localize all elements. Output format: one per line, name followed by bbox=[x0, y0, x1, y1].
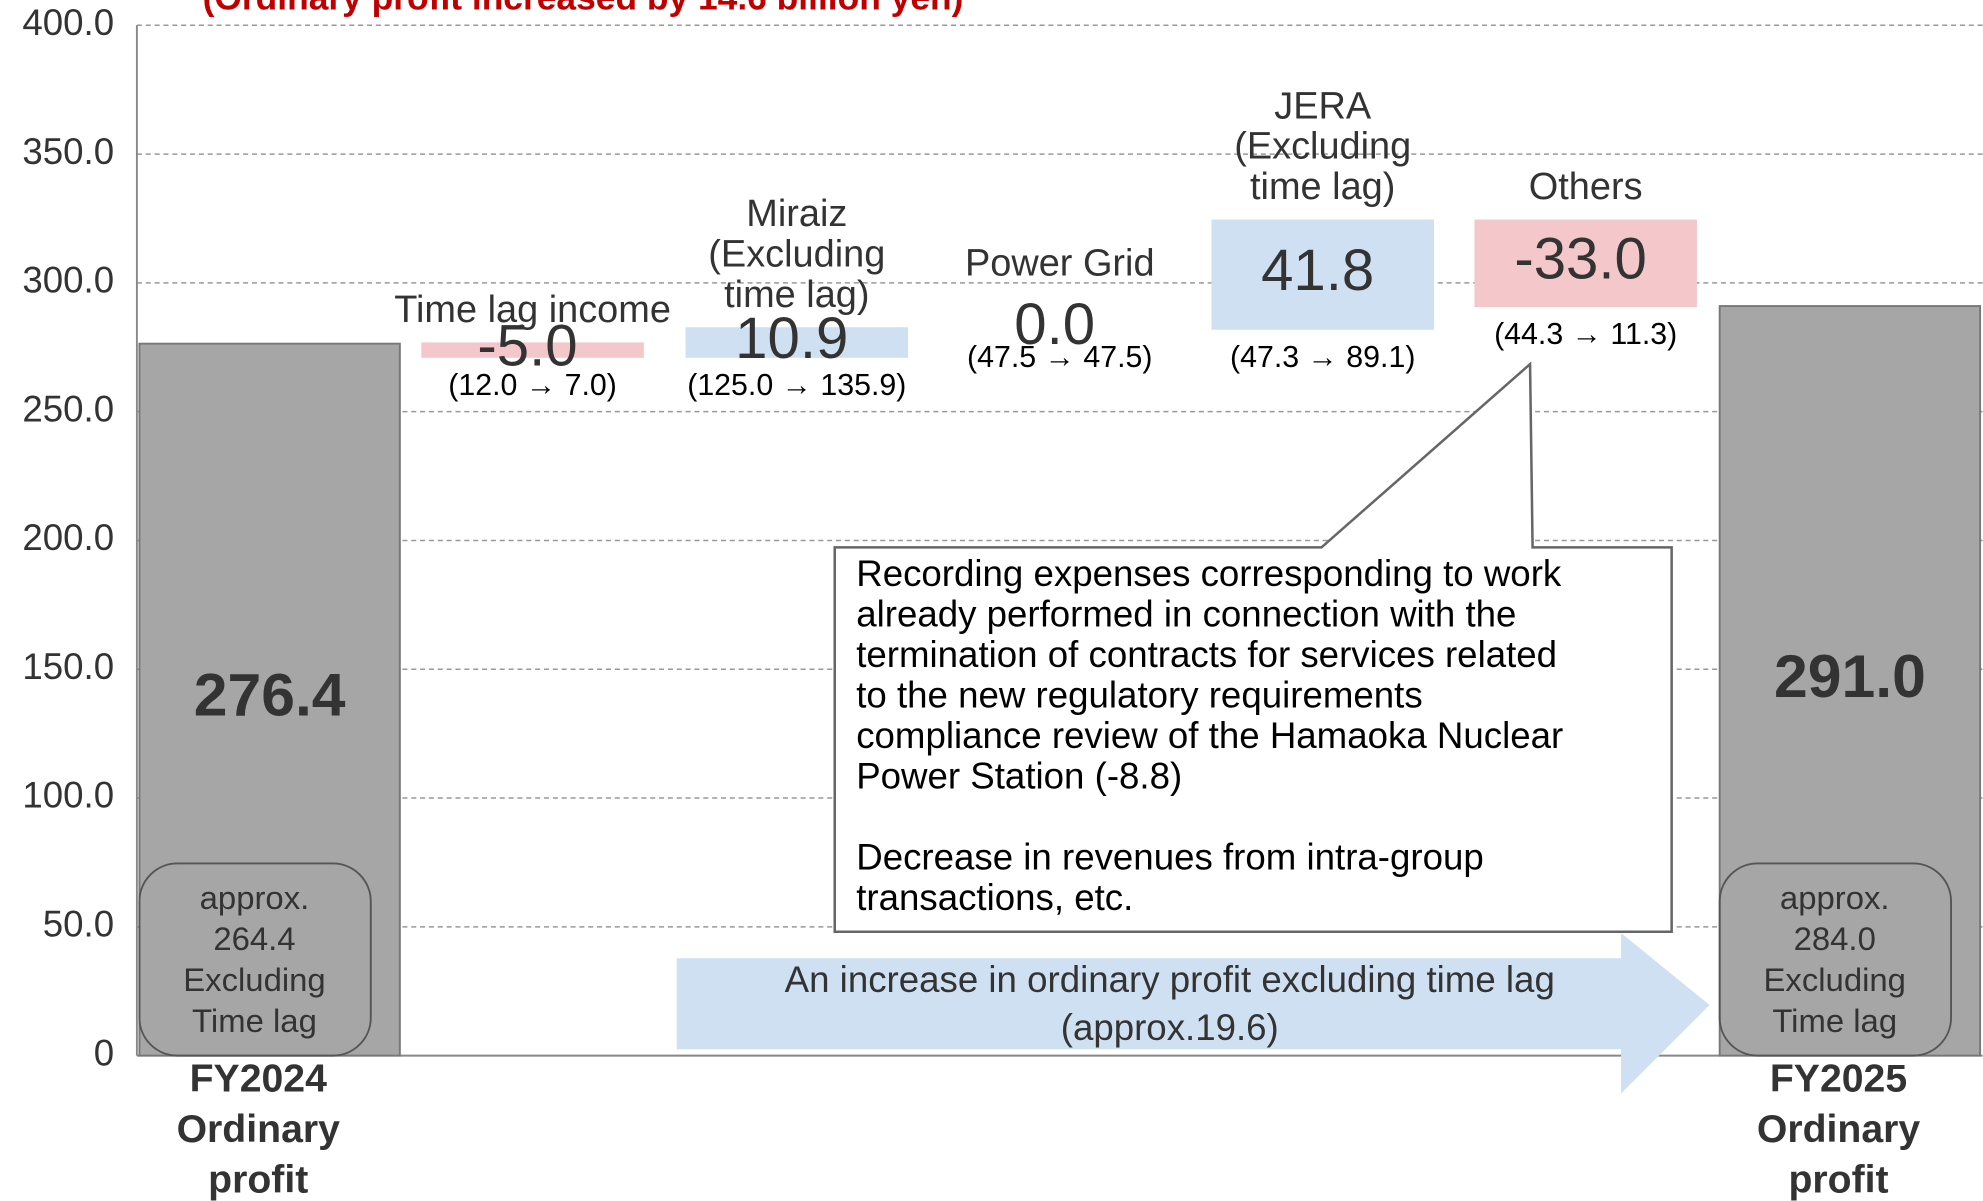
callout-box bbox=[833, 361, 1673, 933]
note: (12.0 → 7.0) bbox=[448, 369, 617, 402]
arrow-text: An increase in ordinary profit excluding… bbox=[785, 959, 1555, 1000]
note: (44.3 → 11.3) bbox=[1494, 318, 1677, 351]
y-tick-label: 100.0 bbox=[22, 775, 114, 816]
labels: 276.4 FY2024 Ordinary profit approx. 264.4 Exc… bbox=[138, 85, 1952, 1201]
note-box bbox=[1718, 862, 1952, 1057]
y-tick-label: 50.0 bbox=[43, 904, 114, 945]
total-bar bbox=[138, 342, 401, 1057]
category-label: (Excluding bbox=[1234, 126, 1411, 168]
callout-text: already performed in connection with the bbox=[856, 594, 1516, 635]
value-label: 41.8 bbox=[1261, 238, 1374, 303]
grid: 0 50.0 100.0 150.0 200.0 250.0 300.0 350.0 400.0 bbox=[22, 2, 1983, 1073]
category-label: time lag) bbox=[1250, 166, 1395, 208]
delta-bar bbox=[1474, 219, 1697, 308]
category-label: (Excluding bbox=[708, 233, 885, 275]
total-note: Excluding bbox=[1763, 961, 1905, 998]
y-tick-label: 350.0 bbox=[22, 131, 114, 172]
total-bar bbox=[1718, 305, 1982, 1057]
total-note: 284.0 bbox=[1794, 920, 1876, 957]
value-label: -5.0 bbox=[477, 313, 577, 378]
arrow-text: (approx.19.6) bbox=[1061, 1007, 1279, 1048]
category-label: FY2025 bbox=[1770, 1057, 1907, 1100]
value-label: -33.0 bbox=[1514, 227, 1647, 292]
y-tick-label: 300.0 bbox=[22, 260, 114, 301]
arrow bbox=[676, 932, 1710, 1094]
marks bbox=[138, 219, 1982, 1057]
total-note: approx. bbox=[1780, 879, 1890, 916]
y-tick-label: 200.0 bbox=[22, 517, 114, 558]
callout-text: transactions, etc. bbox=[856, 877, 1133, 918]
category-label: time lag) bbox=[724, 274, 869, 316]
category-label: Miraiz bbox=[746, 193, 847, 235]
callout-text: Decrease in revenues from intra-group bbox=[856, 836, 1484, 877]
total-note: Excluding bbox=[183, 961, 325, 998]
chart-subtitle: (Ordinary profit increased by 14.6 billi… bbox=[203, 0, 964, 17]
delta-bar bbox=[421, 342, 644, 358]
y-tick-label: 250.0 bbox=[22, 388, 114, 429]
value-label: 291.0 bbox=[1774, 642, 1926, 710]
callout-text: Recording expenses corresponding to work bbox=[856, 553, 1562, 594]
delta-bar bbox=[1211, 219, 1434, 330]
y-tick-label: 150.0 bbox=[22, 646, 114, 687]
callout-text: compliance review of the Hamaoka Nuclear bbox=[856, 715, 1563, 756]
note-box bbox=[138, 862, 372, 1057]
value-label: 10.9 bbox=[735, 306, 848, 371]
category-label: profit bbox=[208, 1158, 308, 1201]
category-label: Power Grid bbox=[965, 242, 1155, 284]
callout-text: termination of contracts for services re… bbox=[856, 634, 1557, 675]
total-note: Time lag bbox=[192, 1002, 317, 1039]
y-tick-label: 0 bbox=[94, 1032, 114, 1073]
category-label: Ordinary bbox=[1757, 1108, 1921, 1151]
note: (47.3 → 89.1) bbox=[1230, 341, 1415, 374]
category-label: Others bbox=[1529, 166, 1643, 208]
total-note: 264.4 bbox=[213, 920, 295, 957]
value-label: 0.0 bbox=[1014, 292, 1095, 357]
total-note: approx. bbox=[200, 879, 310, 916]
callout-text: to the new regulatory requirements bbox=[856, 675, 1422, 716]
category-label: Ordinary bbox=[177, 1108, 341, 1151]
callout-text: Power Station (-8.8) bbox=[856, 755, 1182, 796]
note: (125.0 → 135.9) bbox=[687, 369, 906, 402]
total-note: Time lag bbox=[1772, 1002, 1897, 1039]
note: (47.5 → 47.5) bbox=[967, 341, 1152, 374]
delta-bar bbox=[685, 327, 909, 358]
y-tick-label: 400.0 bbox=[22, 2, 114, 43]
category-label: Time lag income bbox=[394, 289, 671, 331]
category-label: profit bbox=[1788, 1158, 1888, 1201]
value-label: 276.4 bbox=[194, 661, 346, 729]
category-label: FY2024 bbox=[190, 1057, 327, 1100]
category-label: JERA bbox=[1274, 85, 1372, 127]
